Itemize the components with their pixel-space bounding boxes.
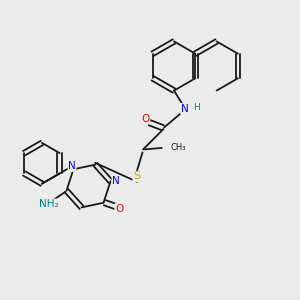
Text: N: N [112,176,120,186]
Text: H: H [193,103,200,112]
Text: N: N [181,103,188,114]
Text: S: S [133,171,140,182]
Text: O: O [115,204,123,214]
Text: N: N [68,161,76,171]
Text: CH₃: CH₃ [170,143,186,152]
Text: O: O [141,113,150,124]
Text: NH₂: NH₂ [39,199,58,209]
